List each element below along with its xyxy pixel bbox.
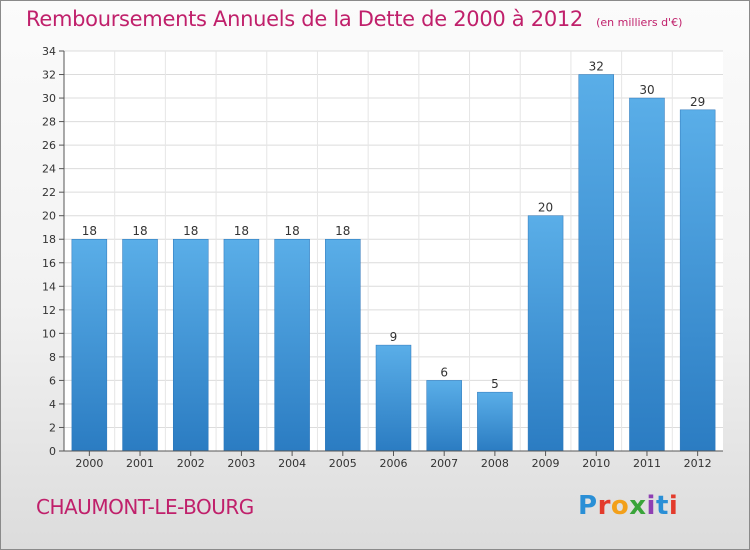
data-label: 18 [132, 224, 147, 238]
y-tick-label: 0 [49, 445, 56, 458]
bar [629, 97, 665, 452]
bar [223, 238, 260, 452]
y-tick-label: 32 [42, 69, 56, 82]
bar [477, 391, 513, 452]
x-tick-label: 2000 [75, 457, 103, 470]
logo-letter: i [646, 491, 656, 521]
y-tick-label: 30 [42, 92, 56, 105]
data-label: 20 [538, 201, 553, 215]
x-tick-label: 2002 [177, 457, 205, 470]
data-label: 32 [589, 60, 604, 74]
bar [578, 74, 615, 452]
proxiti-logo: Proxiti [578, 491, 678, 521]
bar [122, 238, 158, 452]
y-tick-label: 8 [49, 351, 56, 364]
x-tick-label: 2007 [430, 457, 458, 470]
y-tick-label: 12 [42, 304, 56, 317]
data-label: 18 [234, 224, 249, 238]
commune-name: CHAUMONT-LE-BOURG [36, 495, 254, 519]
logo-letter: P [578, 491, 598, 521]
y-tick-label: 2 [49, 421, 56, 434]
y-tick-label: 16 [42, 257, 56, 270]
y-tick-label: 20 [42, 210, 56, 223]
data-label: 18 [183, 224, 198, 238]
data-label: 30 [639, 83, 654, 97]
logo-letter: x [629, 491, 647, 521]
y-tick-label: 18 [42, 233, 56, 246]
x-tick-label: 2009 [532, 457, 560, 470]
logo-letter: i [668, 491, 679, 521]
y-tick-label: 14 [42, 280, 56, 293]
bar [527, 215, 564, 452]
data-label: 9 [390, 330, 398, 344]
x-tick-label: 2001 [126, 457, 154, 470]
y-tick-label: 4 [49, 398, 56, 411]
logo-letter: r [597, 491, 611, 521]
y-tick-label: 34 [42, 45, 56, 58]
y-tick-label: 22 [42, 186, 56, 199]
x-tick-label: 2006 [380, 457, 408, 470]
bar [172, 238, 209, 452]
bar [71, 238, 108, 452]
chart-subtitle: (en milliers d'€) [596, 16, 683, 29]
y-tick-label: 28 [42, 116, 56, 129]
x-tick-label: 2010 [582, 457, 610, 470]
bar [426, 380, 462, 452]
bar [375, 344, 412, 452]
bar [679, 109, 716, 452]
x-tick-label: 2003 [227, 457, 255, 470]
y-tick-label: 24 [42, 163, 56, 176]
data-label: 6 [440, 365, 448, 379]
data-label: 29 [690, 95, 705, 109]
data-label: 18 [335, 224, 350, 238]
y-tick-label: 26 [42, 139, 56, 152]
x-tick-label: 2005 [329, 457, 357, 470]
data-label: 18 [82, 224, 97, 238]
x-tick-label: 2004 [278, 457, 306, 470]
x-tick-label: 2012 [684, 457, 712, 470]
bar [325, 238, 361, 452]
logo-letter: o [610, 491, 630, 521]
chart-title: Remboursements Annuels de la Dette de 20… [26, 7, 682, 31]
y-tick-label: 6 [49, 374, 56, 387]
data-label: 18 [284, 224, 299, 238]
y-tick-label: 10 [42, 327, 56, 340]
logo-letter: t [655, 491, 669, 521]
bar [274, 238, 310, 452]
data-label: 5 [491, 377, 499, 391]
chart-title-main: Remboursements Annuels de la Dette de 20… [26, 7, 583, 31]
x-tick-label: 2008 [481, 457, 509, 470]
x-tick-label: 2011 [633, 457, 661, 470]
